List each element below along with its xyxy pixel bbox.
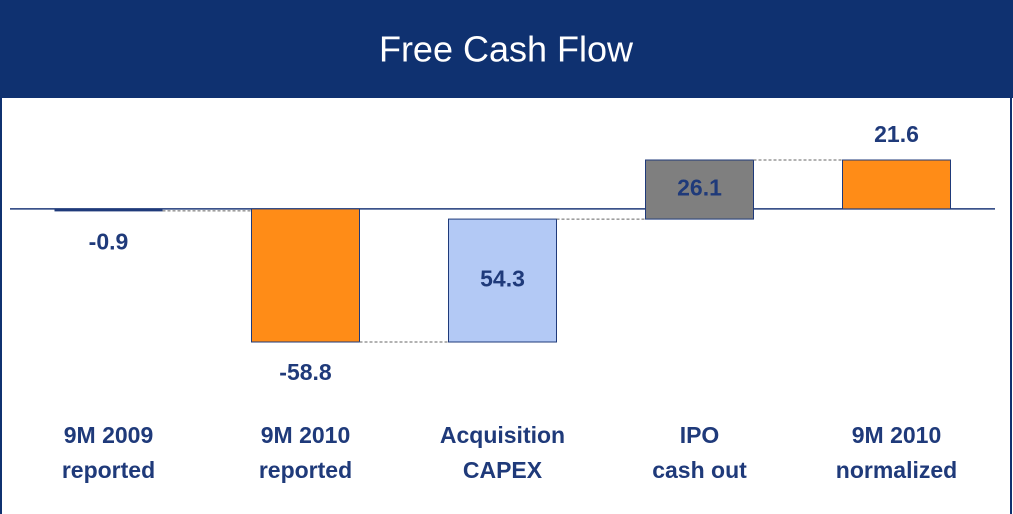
bar xyxy=(645,159,754,220)
bar xyxy=(54,208,163,212)
chart-title: Free Cash Flow xyxy=(379,29,634,70)
bar xyxy=(251,208,360,343)
x-tick-label: Acquisition CAPEX xyxy=(440,422,565,483)
data-label: -58.8 xyxy=(279,359,332,385)
data-label: -0.9 xyxy=(89,228,129,254)
data-label: 21.6 xyxy=(874,121,919,147)
x-tick-label: 9M 2009 reported xyxy=(62,422,155,483)
x-tick-label: 9M 2010 reported xyxy=(259,422,352,483)
bar xyxy=(448,218,557,343)
x-tick-label: IPO cash out xyxy=(652,422,747,483)
bar xyxy=(842,159,951,210)
title-bar xyxy=(0,0,1013,98)
data-label: 54.3 xyxy=(480,266,525,292)
x-tick-label: 9M 2010 normalized xyxy=(836,422,957,483)
data-label: 26.1 xyxy=(677,175,722,201)
